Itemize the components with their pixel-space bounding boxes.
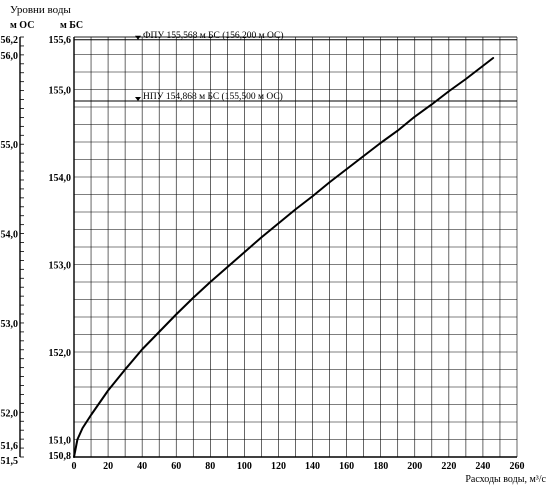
x-axis-title: Расходы воды, м³/с [465, 474, 546, 485]
bs-tick-label: 150,8 [49, 451, 72, 462]
x-tick-label: 0 [72, 461, 77, 472]
x-tick-label: 240 [475, 461, 490, 472]
x-tick-label: 200 [407, 461, 422, 472]
x-tick-label: 40 [137, 461, 147, 472]
bs-tick-label: 152,0 [49, 348, 72, 359]
os-tick-label: 154,0 [0, 230, 18, 241]
discharge-curve [73, 57, 495, 458]
os-tick-label: 152,0 [0, 408, 18, 419]
level-annotations: ФПУ 155,568 м БС (156,200 м ОС) НПУ 154,8… [74, 30, 517, 102]
os-tick-label: 156,0 [0, 51, 18, 62]
curve-layer [73, 57, 495, 458]
level-annotation-label: НПУ 154,868 м БС (155,500 м ОС) [143, 91, 283, 102]
os-axis-unit: м ОС [10, 20, 34, 31]
bs-tick-label: 154,0 [49, 173, 72, 184]
level-marker-icon [135, 35, 141, 40]
labels: Уровни воды м ОС м БС Расходы воды, м³/с [10, 4, 547, 485]
axes: 151,5 151,6 152,0 153,0 154,0 155,0 156,0 156,2… [0, 35, 525, 472]
bs-tick-label: 155,6 [49, 35, 72, 46]
x-tick-label: 100 [237, 461, 252, 472]
x-tick-label: 20 [103, 461, 113, 472]
level-marker-icon [135, 97, 141, 102]
os-tick-label: 155,0 [0, 140, 18, 151]
os-tick-label: 153,0 [0, 319, 18, 330]
y-axis-title: Уровни воды [10, 4, 71, 16]
bs-tick-label: 151,0 [49, 436, 72, 447]
bs-axis-unit: м БС [60, 20, 83, 31]
x-tick-label: 120 [271, 461, 286, 472]
x-tick-label: 220 [441, 461, 456, 472]
bs-tick-label: 155,0 [49, 86, 72, 97]
x-tick-label: 60 [171, 461, 181, 472]
grid [73, 36, 518, 458]
x-tick-label: 80 [205, 461, 215, 472]
x-tick-label: 140 [305, 461, 320, 472]
os-tick-label: 151,5 [0, 456, 18, 467]
level-annotation-label: ФПУ 155,568 м БС (156,200 м ОС) [143, 30, 283, 41]
x-tick-label: 160 [339, 461, 354, 472]
os-tick-label: 151,6 [0, 441, 18, 452]
bs-tick-label: 153,0 [49, 261, 72, 272]
x-tick-label: 180 [373, 461, 388, 472]
x-tick-label: 260 [510, 461, 525, 472]
os-tick-label: 156,2 [0, 35, 18, 46]
